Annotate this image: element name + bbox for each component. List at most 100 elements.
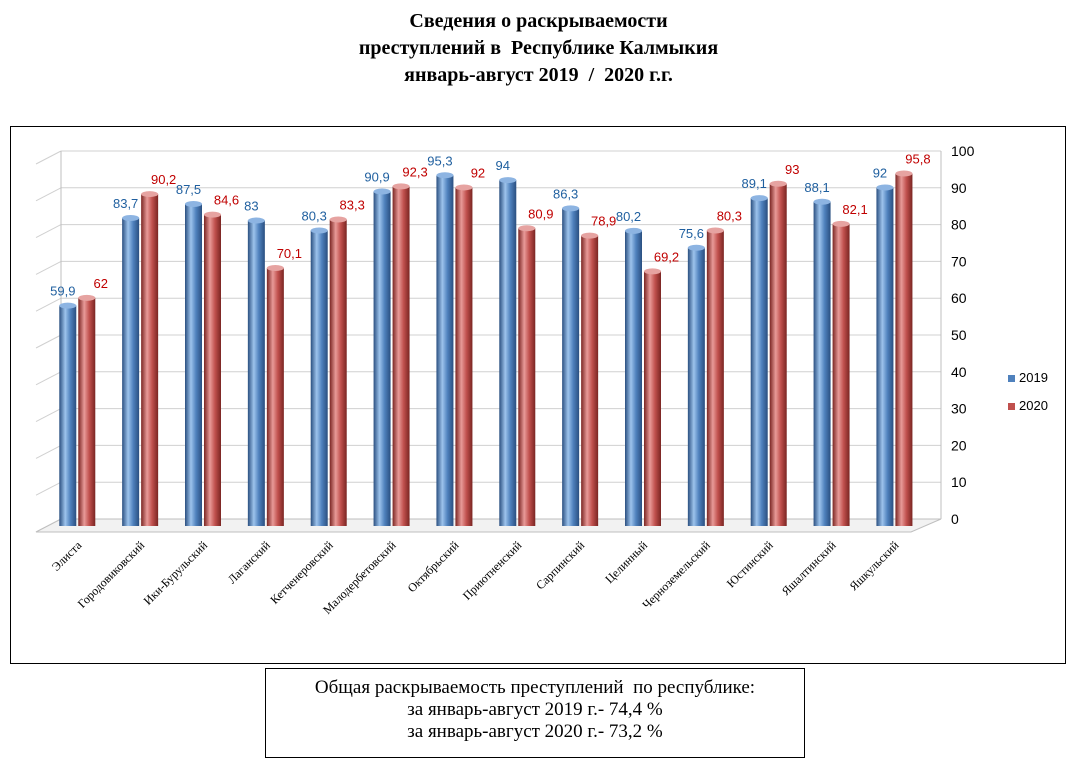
bar-2020 (581, 235, 599, 526)
bar-top-2020 (706, 227, 724, 234)
x-tick-label: Юстинский (724, 538, 777, 591)
bar-2020 (204, 214, 221, 526)
gridline-side (35, 371, 62, 386)
y-tick-label: 100 (951, 143, 975, 159)
data-label-2019: 80,2 (616, 209, 641, 224)
bar-2020 (455, 187, 473, 526)
bar-top-2019 (625, 227, 642, 234)
data-label-2020: 82,1 (842, 202, 867, 217)
x-tick-label: Элиста (49, 538, 85, 574)
bar-top-2020 (769, 180, 787, 187)
data-label-2020: 84,6 (214, 193, 239, 208)
bar-2020 (895, 173, 913, 526)
chart-frame: 0 10 20 30 40 50 60 70 80 90 100 59,9 62 Элиста 83,7 90… (10, 126, 1066, 664)
chart-title: Сведения о раскрываемости преступлений в… (0, 8, 1077, 89)
bar-top-2020 (78, 294, 96, 301)
bar-2019 (813, 201, 831, 526)
bar-top-2020 (895, 170, 913, 177)
bar-2020 (518, 228, 536, 526)
summary-line-1: Общая раскрываемость преступлений по рес… (314, 677, 756, 698)
data-label-2019: 86,3 (553, 186, 578, 201)
summary-line-2: за январь-август 2019 г.- 74,4 % (407, 699, 663, 720)
gridline-side (35, 150, 62, 165)
bar-top-2019 (687, 244, 705, 251)
bar-2020 (266, 268, 284, 526)
gridline-side (35, 260, 62, 275)
data-label-2020: 69,2 (654, 249, 679, 264)
bar-2019 (185, 204, 202, 526)
bar-2020 (392, 186, 410, 526)
data-label-2019: 83,7 (113, 196, 138, 211)
bar-2019 (625, 230, 642, 526)
bar-top-2019 (247, 217, 265, 224)
title-line-3: январь-август 2019 / 2020 г.г. (404, 64, 673, 86)
bar-2019 (310, 230, 328, 526)
y-tick-label: 70 (951, 253, 967, 269)
bar-2019 (247, 220, 265, 526)
data-label-2019: 80,3 (302, 208, 327, 223)
x-tick-label: Яшалтинский (779, 538, 839, 598)
bar-chart: 0 10 20 30 40 50 60 70 80 90 100 59,9 62 Элиста 83,7 90… (35, 143, 1048, 617)
y-tick-label: 30 (951, 401, 967, 417)
bar-2019 (562, 208, 580, 526)
data-label-2020: 93 (785, 162, 799, 177)
bar-top-2019 (876, 184, 894, 191)
y-tick-label: 10 (951, 474, 967, 490)
data-label-2019: 90,9 (364, 169, 389, 184)
data-label-2020: 95,8 (905, 151, 930, 166)
gridline-side (35, 481, 62, 496)
data-label-2020: 83,3 (340, 197, 365, 212)
data-label-2019: 59,9 (50, 284, 75, 299)
x-tick-label: Целинный (602, 538, 650, 586)
title-line-2: преступлений в Республике Калмыкия (358, 37, 719, 59)
chart-floor (35, 518, 942, 533)
bar-top-2019 (373, 188, 391, 195)
bar-2020 (644, 271, 661, 526)
bar-2020 (78, 297, 96, 526)
bar-2019 (499, 180, 517, 526)
legend-swatch-2019 (1008, 375, 1015, 382)
summary-line-3: за январь-август 2020 г.- 73,2 % (407, 721, 663, 742)
bar-2019 (876, 187, 894, 526)
bar-2020 (141, 194, 159, 526)
data-label-2020: 92 (471, 165, 485, 180)
bar-top-2020 (141, 191, 159, 198)
y-tick-label: 0 (951, 511, 959, 527)
data-label-2020: 80,3 (717, 208, 742, 223)
data-label-2019: 89,1 (742, 176, 767, 191)
x-tick-label: Лаганский (225, 538, 274, 587)
bar-2019 (687, 247, 705, 526)
bar-top-2019 (122, 214, 140, 221)
legend-label-2020: 2020 (1019, 398, 1048, 413)
bar-2019 (122, 217, 140, 526)
bar-top-2019 (562, 205, 580, 212)
bar-2020 (832, 223, 850, 526)
bar-top-2019 (813, 198, 831, 205)
bar-top-2020 (266, 265, 284, 272)
bar-top-2020 (455, 184, 473, 191)
data-label-2019: 88,1 (804, 180, 829, 195)
bar-top-2020 (518, 225, 536, 232)
data-label-2019: 87,5 (176, 182, 201, 197)
data-label-2020: 70,1 (277, 246, 302, 261)
bar-top-2019 (750, 195, 768, 202)
bar-top-2019 (436, 172, 454, 179)
data-label-2020: 80,9 (528, 206, 553, 221)
bar-top-2020 (644, 268, 661, 275)
gridline-side (35, 187, 62, 202)
y-tick-label: 50 (951, 327, 967, 343)
y-tick-label: 80 (951, 217, 967, 233)
x-tick-label: Приютненский (460, 538, 525, 603)
bar-top-2020 (329, 216, 347, 223)
bar-top-2020 (392, 183, 410, 190)
x-tick-label: Кетченеровский (267, 538, 336, 607)
bar-2019 (750, 198, 768, 526)
gridline-side (35, 444, 62, 459)
x-tick-label: Яшкульский (847, 538, 902, 593)
data-label-2019: 92 (873, 165, 887, 180)
data-label-2019: 94 (496, 158, 510, 173)
data-label-2020: 62 (94, 276, 108, 291)
bar-2020 (769, 183, 787, 526)
bar-2019 (436, 175, 454, 526)
bar-top-2019 (185, 201, 202, 207)
